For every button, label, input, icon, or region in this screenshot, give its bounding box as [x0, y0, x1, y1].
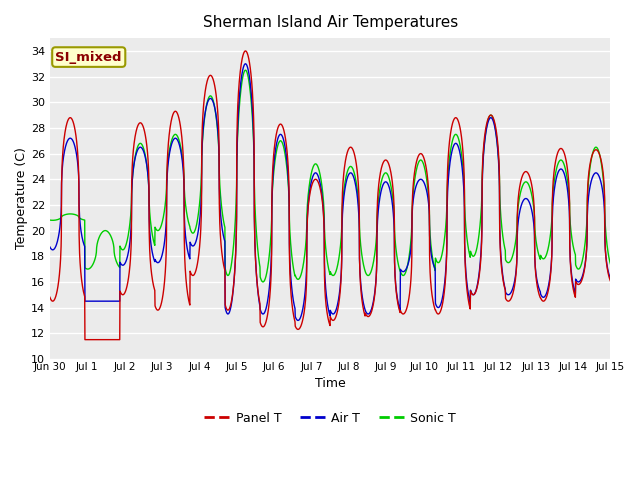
- Text: SI_mixed: SI_mixed: [56, 50, 122, 63]
- Legend: Panel T, Air T, Sonic T: Panel T, Air T, Sonic T: [200, 407, 461, 430]
- Y-axis label: Temperature (C): Temperature (C): [15, 147, 28, 250]
- Title: Sherman Island Air Temperatures: Sherman Island Air Temperatures: [202, 15, 458, 30]
- X-axis label: Time: Time: [315, 377, 346, 390]
